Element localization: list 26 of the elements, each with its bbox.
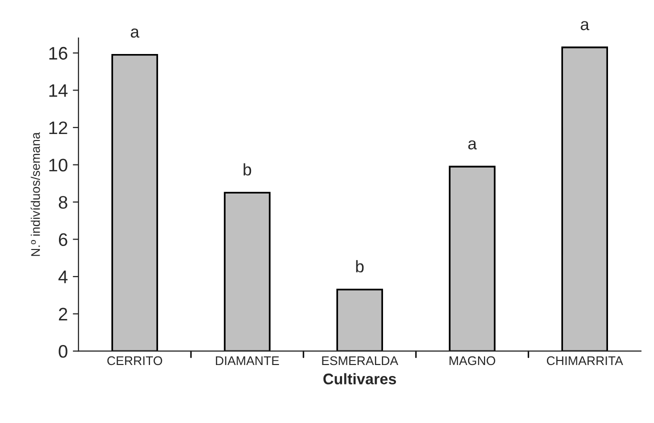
annotation: a [468, 140, 477, 150]
x-tick-label: CHIMARRITA [546, 356, 624, 366]
y-axis-title: N.º indivíduos/semana [30, 132, 40, 256]
y-tick-label: 10 [49, 158, 68, 172]
y-tick-label: 2 [58, 308, 68, 320]
bar [111, 54, 158, 352]
bar [336, 288, 384, 352]
y-tick-label: 4 [58, 270, 68, 284]
annotation: b [244, 163, 252, 176]
y-tick-label: 14 [49, 84, 68, 97]
x-tick-label: MAGNO [450, 356, 496, 366]
bar [224, 192, 271, 352]
x-tick-label: CERRITO [107, 356, 162, 366]
y-tick-label: 8 [58, 196, 68, 209]
y-tick-label: 0 [58, 345, 68, 358]
x-tick-label: ESMERALDA [322, 356, 398, 366]
bar [448, 166, 496, 352]
annotation: b [356, 260, 364, 272]
y-tick-label: 6 [58, 233, 68, 246]
annotation: a [580, 21, 590, 30]
bar [561, 46, 608, 352]
x-tick-label: DIAMANTE [216, 356, 279, 366]
y-tick-label: 12 [49, 121, 68, 134]
annotation: a [130, 28, 140, 38]
y-tick-label: 16 [49, 46, 68, 60]
x-axis-title: Cultivares [323, 373, 396, 384]
